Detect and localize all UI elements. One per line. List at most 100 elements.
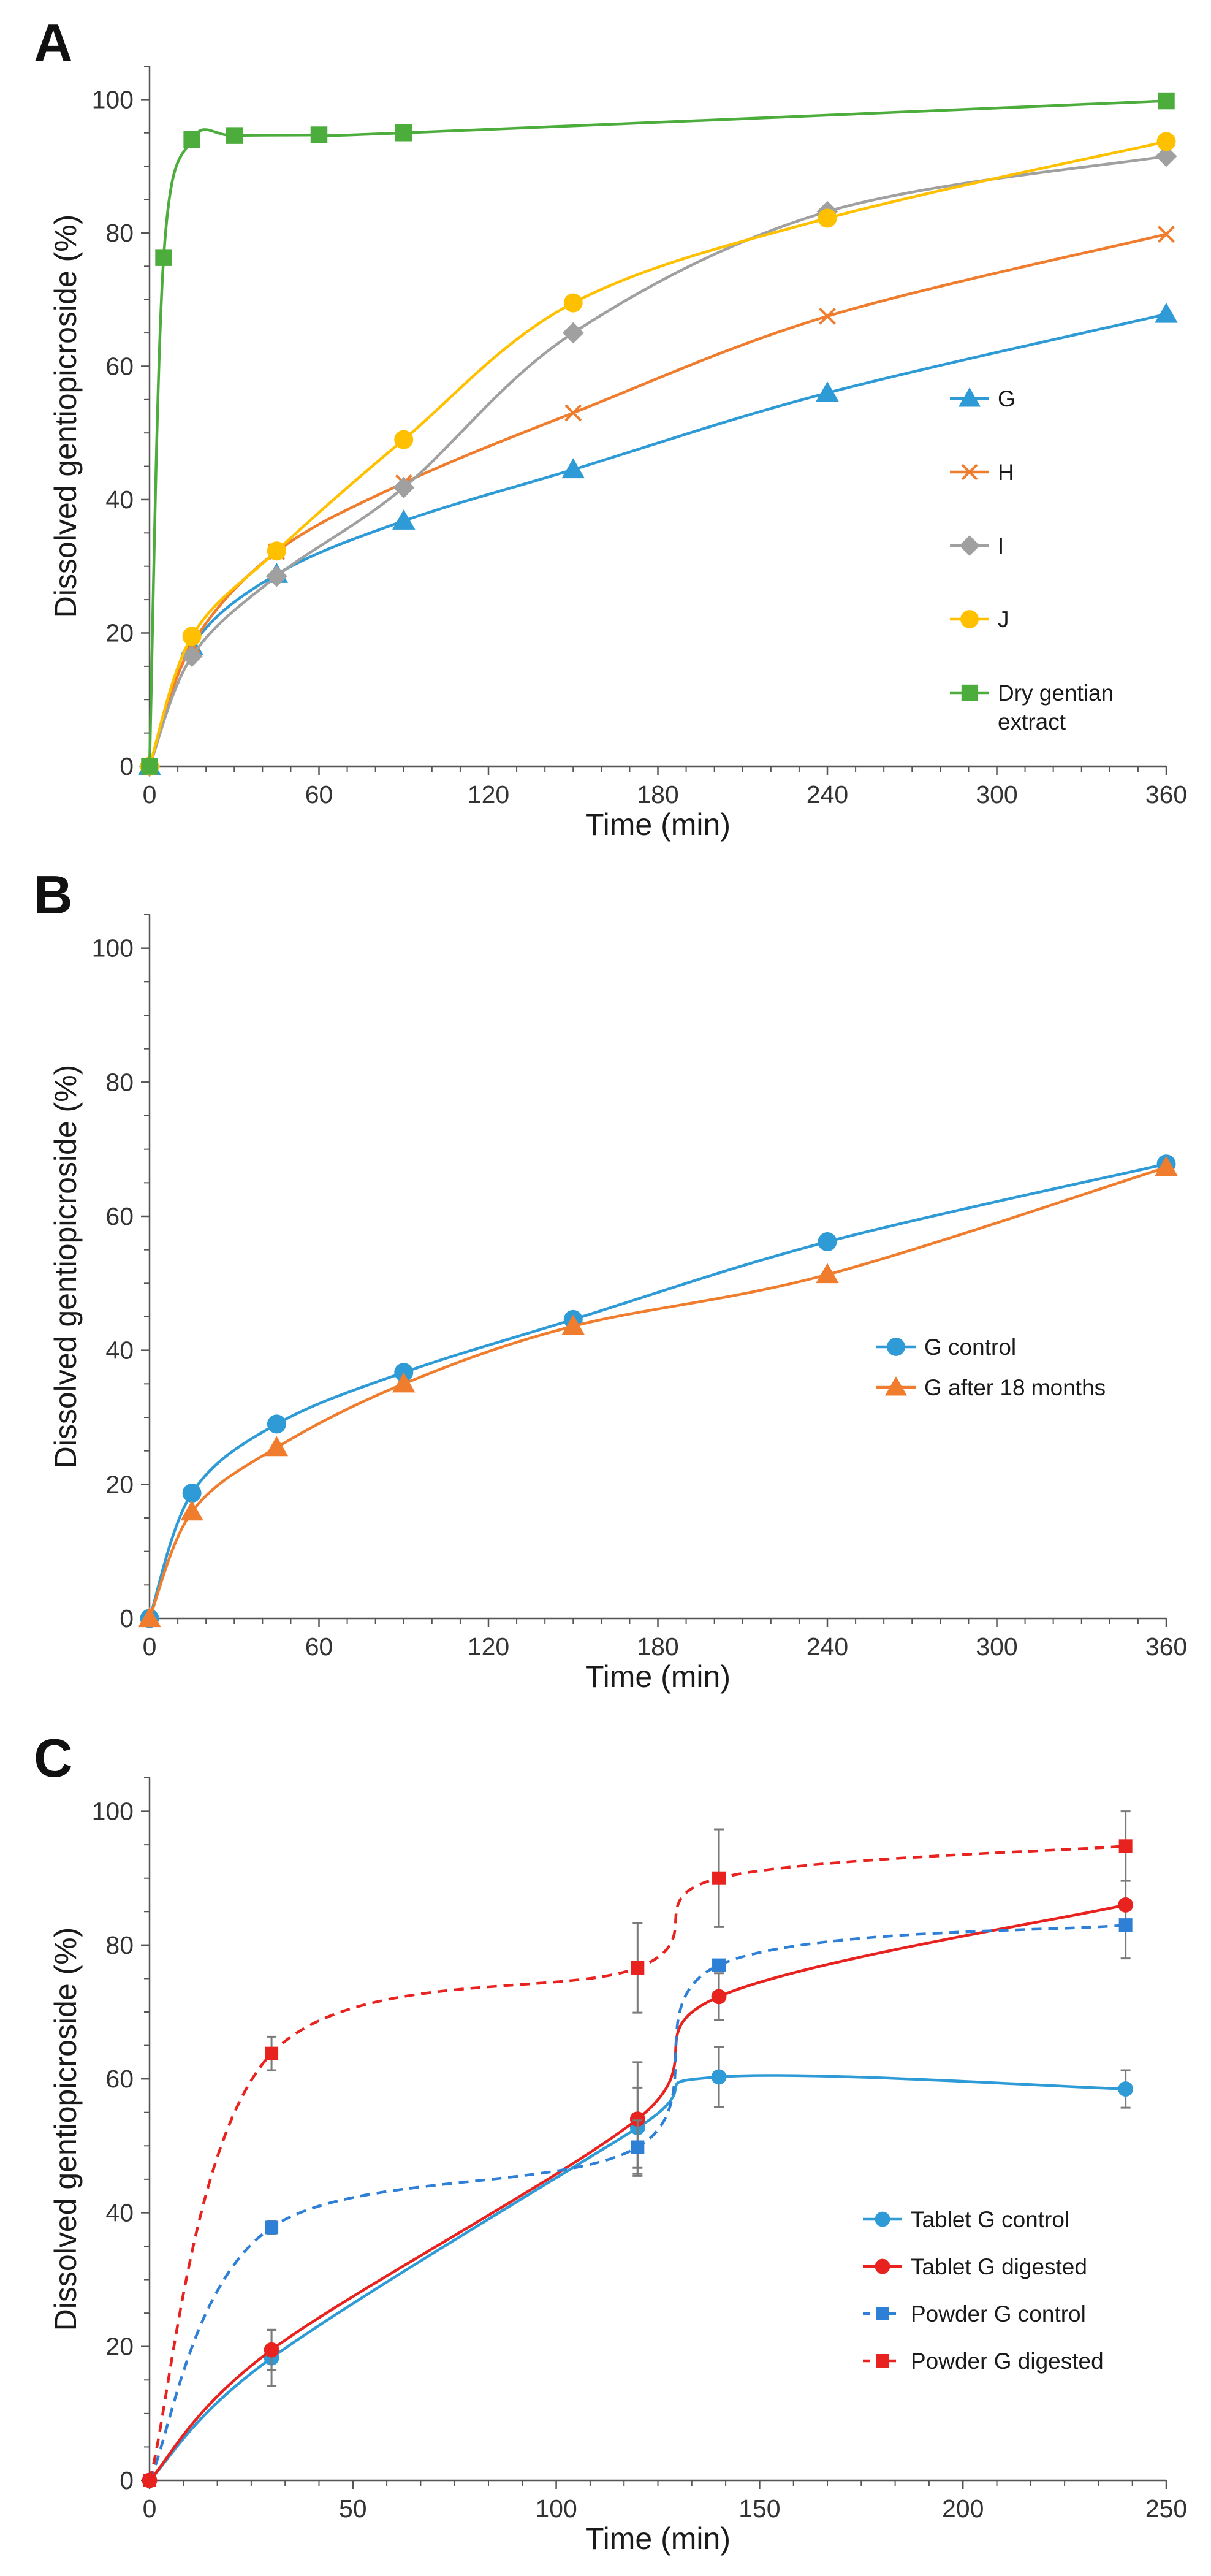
data-point (1158, 92, 1175, 110)
y-tick-label: 20 (105, 619, 134, 647)
data-point (181, 646, 203, 668)
x-tick-label: 0 (143, 1633, 157, 1661)
x-tick-label: 60 (305, 780, 333, 809)
x-tick-label: 300 (976, 1633, 1017, 1661)
y-tick-label: 100 (92, 1797, 134, 1826)
x-tick-label: 0 (143, 2494, 157, 2523)
legend-entry-tablet-g-digested: Tablet G digested (863, 2254, 1087, 2279)
series-line (148, 1845, 1126, 2481)
data-point (816, 381, 839, 402)
data-point (1155, 145, 1177, 167)
x-tick-label: 100 (535, 2494, 577, 2523)
x-tick-label: 50 (339, 2494, 367, 2523)
panel-c: C 0 20 40 60 80 100 0 50 100 150 200 250 Time (min) Di… (34, 1728, 1187, 2556)
series-line (148, 1166, 1167, 1619)
series-line (148, 1162, 1167, 1619)
y-tick-label: 20 (105, 2333, 134, 2361)
data-point (392, 509, 416, 530)
legend-label: Powder G control (911, 2301, 1086, 2326)
data-point (310, 126, 328, 143)
x-tick-label: 0 (143, 780, 157, 809)
x-axis-label: Time (min) (585, 1660, 731, 1694)
legend-entry-g: G (950, 386, 1015, 411)
y-tick-label: 80 (105, 1068, 134, 1096)
legend-entry-g-control: G control (876, 1335, 1016, 1360)
series-line (148, 232, 1167, 767)
y-tick-label: 60 (105, 352, 134, 380)
data-point (267, 1414, 286, 1434)
legend-label: Dry gentian extract (998, 680, 1114, 734)
series-g-after-18-months (138, 1156, 1178, 1628)
series-line (148, 313, 1167, 767)
data-point (265, 565, 287, 587)
legend-marker (876, 2307, 889, 2320)
legend-entry-g-after-18-months: G after 18 months (876, 1375, 1106, 1400)
panel-b: B 0 20 40 60 80 100 0 60 120 180 240 300 360 Time (min… (34, 864, 1187, 1694)
legend-marker (876, 2354, 889, 2368)
data-point (395, 124, 412, 142)
x-tick-label: 360 (1145, 1633, 1187, 1661)
data-point (138, 1607, 161, 1628)
data-point (561, 1314, 585, 1335)
panel-a: A 0 20 40 60 80 100 0 60 120 180 240 300 360 Time (min… (34, 12, 1187, 842)
data-point (562, 322, 584, 344)
y-tick-label: 20 (105, 1470, 134, 1498)
data-point (394, 430, 414, 449)
data-point (712, 1958, 726, 1972)
data-point (818, 208, 837, 228)
legend-marker (875, 2211, 890, 2227)
y-tick-label: 40 (105, 486, 134, 514)
data-point (226, 127, 243, 144)
data-point (711, 2069, 727, 2085)
x-tick-label: 120 (468, 780, 509, 809)
data-point (1155, 1156, 1178, 1176)
legend-entry-powder-g-digested: Powder G digested (863, 2349, 1104, 2374)
data-point (1118, 2081, 1134, 2097)
y-tick-label: 60 (105, 2065, 134, 2093)
data-point (818, 1232, 837, 1252)
series-powder-g-digested (143, 1810, 1133, 2487)
legend-marker (875, 2258, 890, 2274)
data-point (1155, 302, 1178, 323)
data-point (267, 541, 286, 561)
data-point (392, 1372, 416, 1393)
y-tick-label: 100 (92, 85, 134, 113)
data-point (265, 2220, 279, 2235)
legend-entry-dry-gentian-extract: Dry gentian extract (950, 680, 1114, 734)
x-tick-label: 300 (976, 780, 1017, 809)
y-tick-label: 0 (120, 752, 134, 780)
x-tick-label: 60 (305, 1633, 333, 1661)
data-point (180, 1500, 203, 1521)
y-tick-label: 0 (120, 2466, 134, 2494)
y-tick-label: 80 (105, 219, 134, 247)
legend-label: I (998, 533, 1004, 558)
series-dry-gentian-extract (141, 92, 1175, 775)
series-line (148, 99, 1167, 767)
x-tick-label: 200 (942, 2494, 984, 2523)
data-point (393, 476, 415, 498)
data-point (561, 458, 585, 479)
legend-marker (959, 535, 980, 556)
legend-label: J (998, 607, 1009, 632)
legend-label: G (998, 386, 1015, 411)
legend-entry-j: J (950, 607, 1009, 632)
legend-label: G control (924, 1335, 1016, 1360)
x-axis-label: Time (min) (585, 807, 731, 842)
x-axis-label: Time (min) (585, 2521, 731, 2556)
data-point (631, 1961, 645, 1975)
legend-entry-tablet-g-control: Tablet G control (863, 2207, 1069, 2232)
data-point (265, 1436, 289, 1457)
y-tick-label: 60 (105, 1202, 134, 1230)
data-point (1118, 1897, 1134, 1913)
y-tick-label: 40 (105, 1336, 134, 1365)
data-point (182, 627, 202, 646)
data-point (182, 1484, 202, 1503)
y-tick-label: 100 (92, 934, 134, 962)
legend-marker (961, 463, 978, 481)
data-point (1156, 132, 1176, 151)
x-tick-label: 250 (1145, 2494, 1187, 2523)
panel-letter: B (34, 864, 73, 925)
series-line (148, 140, 1167, 767)
data-point (265, 2046, 279, 2060)
x-tick-label: 240 (807, 780, 848, 809)
